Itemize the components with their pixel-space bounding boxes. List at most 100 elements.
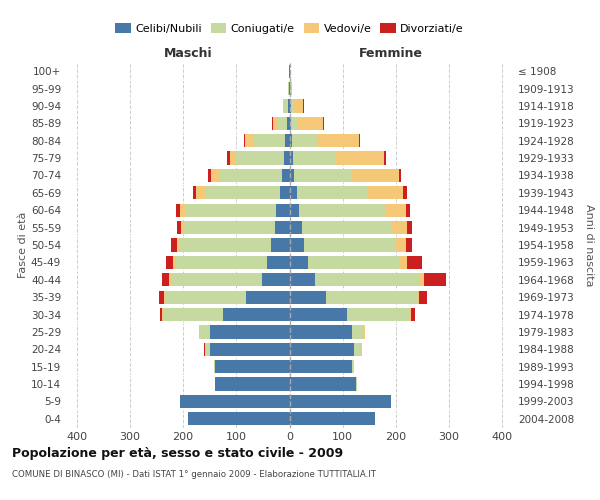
Bar xyxy=(424,273,446,286)
Bar xyxy=(291,100,294,112)
Bar xyxy=(292,134,317,147)
Bar xyxy=(297,186,367,200)
Bar xyxy=(294,100,304,112)
Bar xyxy=(184,221,275,234)
Bar xyxy=(164,290,165,304)
Bar xyxy=(208,169,211,182)
Bar xyxy=(205,186,280,200)
Bar xyxy=(267,256,290,269)
Bar xyxy=(236,152,284,164)
Bar xyxy=(280,186,290,200)
Bar xyxy=(359,134,360,147)
Bar xyxy=(200,326,209,338)
Bar xyxy=(407,221,412,234)
Bar xyxy=(205,342,209,356)
Bar xyxy=(173,256,176,269)
Text: Maschi: Maschi xyxy=(164,47,213,60)
Bar xyxy=(177,221,181,234)
Bar xyxy=(227,152,230,164)
Bar xyxy=(215,360,290,374)
Bar xyxy=(181,204,185,217)
Bar xyxy=(172,238,176,252)
Bar xyxy=(245,134,254,147)
Bar xyxy=(211,169,219,182)
Bar xyxy=(290,308,347,321)
Bar xyxy=(196,186,205,200)
Bar xyxy=(398,169,401,182)
Bar xyxy=(385,204,406,217)
Bar xyxy=(290,412,374,426)
Bar xyxy=(276,204,290,217)
Bar xyxy=(165,290,246,304)
Bar xyxy=(291,82,292,95)
Bar xyxy=(290,204,299,217)
Bar xyxy=(290,256,308,269)
Bar xyxy=(223,308,290,321)
Bar xyxy=(291,116,298,130)
Bar xyxy=(326,290,417,304)
Bar xyxy=(262,273,290,286)
Bar xyxy=(193,186,196,200)
Bar xyxy=(304,238,396,252)
Bar xyxy=(166,256,173,269)
Bar xyxy=(419,273,424,286)
Text: COMUNE DI BINASCO (MI) - Dati ISTAT 1° gennaio 2009 - Elaborazione TUTTITALIA.IT: COMUNE DI BINASCO (MI) - Dati ISTAT 1° g… xyxy=(12,470,376,479)
Bar xyxy=(347,308,410,321)
Bar xyxy=(163,308,223,321)
Bar xyxy=(284,152,290,164)
Bar xyxy=(290,134,292,147)
Bar xyxy=(317,134,359,147)
Bar xyxy=(288,100,290,112)
Bar xyxy=(400,256,407,269)
Bar xyxy=(406,238,412,252)
Bar xyxy=(290,378,356,390)
Bar xyxy=(419,290,427,304)
Bar xyxy=(281,169,290,182)
Bar xyxy=(246,290,290,304)
Bar xyxy=(179,238,271,252)
Bar xyxy=(403,186,407,200)
Bar xyxy=(335,152,383,164)
Bar xyxy=(290,82,291,95)
Text: Femmine: Femmine xyxy=(359,47,422,60)
Bar xyxy=(383,152,386,164)
Bar xyxy=(254,134,285,147)
Text: Popolazione per età, sesso e stato civile - 2009: Popolazione per età, sesso e stato civil… xyxy=(12,448,343,460)
Y-axis label: Anni di nascita: Anni di nascita xyxy=(584,204,594,286)
Bar xyxy=(367,186,403,200)
Bar xyxy=(219,169,281,182)
Bar xyxy=(285,134,290,147)
Legend: Celibi/Nubili, Coniugati/e, Vedovi/e, Divorziati/e: Celibi/Nubili, Coniugati/e, Vedovi/e, Di… xyxy=(110,19,469,38)
Bar xyxy=(176,204,181,217)
Bar xyxy=(273,116,277,130)
Bar xyxy=(290,116,291,130)
Bar xyxy=(162,273,169,286)
Bar xyxy=(215,378,290,390)
Bar xyxy=(315,273,419,286)
Bar xyxy=(290,273,315,286)
Bar xyxy=(293,152,335,164)
Bar xyxy=(159,290,164,304)
Bar xyxy=(271,238,290,252)
Bar xyxy=(290,360,352,374)
Bar xyxy=(290,238,304,252)
Bar xyxy=(272,116,273,130)
Bar xyxy=(352,326,364,338)
Bar xyxy=(352,169,398,182)
Bar xyxy=(181,221,184,234)
Bar xyxy=(392,221,407,234)
Bar xyxy=(185,204,276,217)
Bar xyxy=(277,116,287,130)
Bar xyxy=(287,116,290,130)
Bar xyxy=(284,100,288,112)
Bar xyxy=(294,169,352,182)
Bar xyxy=(176,256,267,269)
Bar xyxy=(290,342,355,356)
Bar xyxy=(172,273,262,286)
Bar xyxy=(160,308,163,321)
Bar xyxy=(308,256,400,269)
Bar xyxy=(410,308,411,321)
Bar xyxy=(352,360,355,374)
Bar xyxy=(290,152,293,164)
Bar xyxy=(298,116,323,130)
